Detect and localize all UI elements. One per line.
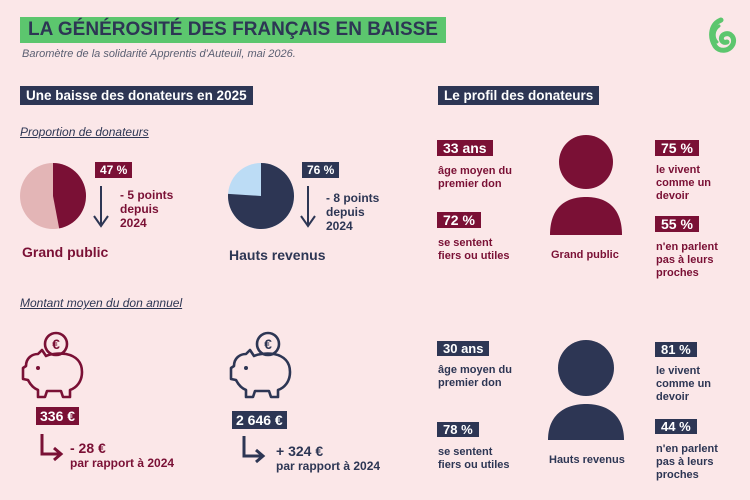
talk-high-text: n'en parlent pas à leurs proches <box>656 443 718 482</box>
change-amount-general-text: par rapport à 2024 <box>70 456 175 470</box>
piggy-bank-euro-icon: € <box>229 331 292 399</box>
profile-label-general: Grand public <box>551 249 619 261</box>
page-title: LA GÉNÉROSITÉ DES FRANÇAIS EN BAISSE <box>20 17 446 43</box>
section-title-decline: Une baisse des donateurs en 2025 <box>20 86 253 105</box>
pct-general-public: 47 % <box>95 162 133 178</box>
age-high-text: âge moyen du premier don <box>438 364 512 390</box>
duty-general-text-1: le vivent <box>656 164 701 176</box>
section-title-profile: Le profil des donateurs <box>438 86 600 105</box>
proud-general-text-1: se sentent <box>438 237 493 249</box>
curved-arrow-icon <box>242 436 266 464</box>
amount-general-public: 336 € <box>36 407 80 425</box>
group-general-public: Grand public <box>22 244 109 260</box>
change-amount-high-value: + 324 € <box>276 443 324 459</box>
page-subtitle: Baromètre de la solidarité Apprentis d'A… <box>22 48 296 60</box>
person-icon <box>550 135 622 235</box>
arrow-down-icon <box>300 186 316 228</box>
proud-general: 72 % <box>437 212 481 228</box>
donation-label: Montant moyen du don annuel <box>20 296 183 310</box>
proportion-label: Proportion de donateurs <box>20 125 149 139</box>
duty-general-text-2: comme un <box>656 177 712 189</box>
pie-high-slice <box>228 163 294 229</box>
duty-high-text-3: devoir <box>656 391 690 403</box>
person-icon <box>548 340 624 440</box>
change-amount-high: + 324 € par rapport à 2024 <box>276 443 380 473</box>
talk-high: 44 % <box>655 419 697 434</box>
duty-high-text-1: le vivent <box>656 365 701 377</box>
profile-label-high: Hauts revenus <box>549 454 625 466</box>
change-general-line2: depuis <box>120 202 159 216</box>
change-general-line3: 2024 <box>120 216 147 230</box>
proud-high-text-2: fiers ou utiles <box>438 459 510 471</box>
age-general: 33 ans <box>437 140 493 156</box>
age-high-text-1: âge moyen du <box>438 364 512 376</box>
talk-high-text-3: proches <box>656 469 699 481</box>
change-general-line1: - 5 points <box>120 188 174 202</box>
group-high-income: Hauts revenus <box>229 247 326 263</box>
change-amount-high-text: par rapport à 2024 <box>276 459 381 473</box>
change-amount-general: - 28 € par rapport à 2024 <box>70 440 174 470</box>
talk-general-text-1: n'en parlent <box>656 241 718 253</box>
pie-high-income <box>228 163 294 229</box>
amount-high-income: 2 646 € <box>232 411 287 429</box>
change-general-public: - 5 points depuis 2024 <box>120 188 173 230</box>
proud-high-text: se sentent fiers ou utiles <box>438 446 510 472</box>
talk-general: 55 % <box>655 216 699 232</box>
age-general-text: âge moyen du premier don <box>438 165 512 191</box>
duty-high: 81 % <box>655 342 697 357</box>
duty-high-text-2: comme un <box>656 378 712 390</box>
pie-general-public <box>20 163 86 229</box>
duty-general: 75 % <box>655 140 699 156</box>
talk-high-text-2: pas à leurs <box>656 456 714 468</box>
svg-text:€: € <box>52 336 60 352</box>
arrow-down-icon <box>93 186 109 228</box>
proud-general-text-2: fiers ou utiles <box>438 250 510 262</box>
duty-high-text: le vivent comme un devoir <box>656 365 711 404</box>
age-high: 30 ans <box>437 341 490 356</box>
pie-general-slice <box>53 163 86 229</box>
change-high-line3: 2024 <box>326 219 353 233</box>
talk-general-text-2: pas à leurs <box>656 254 714 266</box>
talk-high-text-1: n'en parlent <box>656 443 718 455</box>
duty-general-text: le vivent comme un devoir <box>656 164 711 203</box>
proud-high: 78 % <box>437 422 479 437</box>
change-amount-general-value: - 28 € <box>70 440 106 456</box>
change-high-income: - 8 points depuis 2024 <box>326 191 379 233</box>
age-general-text-1: âge moyen du <box>438 165 512 177</box>
talk-general-text: n'en parlent pas à leurs proches <box>656 241 718 280</box>
svg-text:€: € <box>264 336 272 352</box>
duty-general-text-3: devoir <box>656 190 690 202</box>
curved-arrow-icon <box>40 434 64 462</box>
age-high-text-2: premier don <box>438 377 502 389</box>
change-high-line1: - 8 points <box>326 191 380 205</box>
apprentis-auteuil-logo <box>709 17 736 53</box>
age-general-text-2: premier don <box>438 178 502 190</box>
pct-high-income: 76 % <box>302 162 340 178</box>
change-high-line2: depuis <box>326 205 365 219</box>
proud-high-text-1: se sentent <box>438 446 493 458</box>
proud-general-text: se sentent fiers ou utiles <box>438 237 510 263</box>
piggy-bank-euro-icon: € <box>21 331 84 399</box>
talk-general-text-3: proches <box>656 267 699 279</box>
